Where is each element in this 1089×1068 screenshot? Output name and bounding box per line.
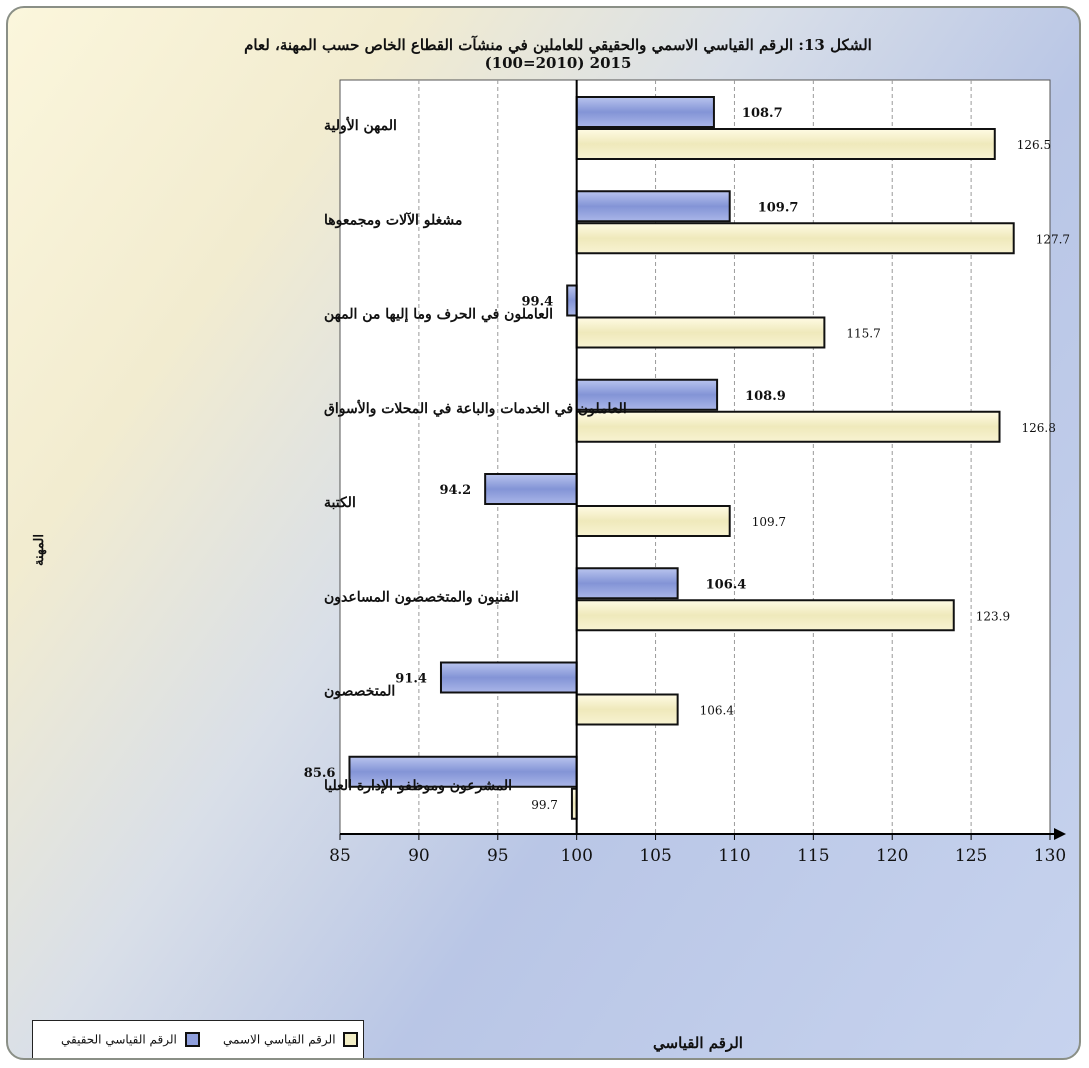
- axes: 85 90 95 100 105 110 115 120 125 130 المهن الأولية…: [324, 80, 1066, 866]
- data-label-real: 106.4: [706, 577, 747, 592]
- bar-nominal: [575, 599, 955, 632]
- data-label-nominal: 123.9: [976, 609, 1010, 623]
- bar-real: [575, 96, 715, 128]
- category-label: العاملون في الحرف وما إليها من المهن: [324, 307, 553, 324]
- data-label-nominal: 109.7: [752, 515, 786, 529]
- data-label-real: 85.6: [304, 766, 336, 781]
- data-label-real: 94.2: [439, 483, 471, 498]
- category-label: الكتبة: [324, 495, 356, 511]
- data-label-nominal: 99.7: [531, 798, 558, 812]
- legend-label-real: الرقم القياسي الحقيقي: [61, 1032, 177, 1047]
- bar-nominal: [575, 410, 1001, 443]
- x-tick-label: 105: [639, 846, 671, 866]
- category-label: الفنيون والمتخصصون المساعدون: [324, 589, 519, 605]
- bar-real: [566, 284, 578, 317]
- legend-item-real: الرقم القياسي الحقيقي: [61, 1032, 200, 1047]
- legend-label-nominal: الرقم القياسي الاسمي: [223, 1032, 336, 1047]
- x-tick-label: 110: [718, 846, 750, 866]
- bar-real: [348, 755, 578, 788]
- bar-real: [484, 473, 578, 505]
- y-axis-title: المهنة: [32, 534, 47, 566]
- bar-real: [439, 661, 578, 694]
- legend-swatch-real: [184, 1032, 200, 1047]
- category-label: المشرعون وموظفو الإدارة العليا: [324, 778, 512, 795]
- legend: الرقم القياسي الحقيقي الرقم القياسي الاس…: [32, 1020, 364, 1058]
- x-tick-label: 115: [797, 846, 829, 866]
- data-label-real: 108.7: [742, 106, 783, 121]
- legend-item-nominal: الرقم القياسي الاسمي: [223, 1032, 359, 1047]
- x-tick-label: 85: [329, 846, 351, 866]
- bar-nominal: [575, 222, 1015, 255]
- data-label-real: 109.7: [758, 200, 799, 215]
- chart-frame: 108.7 126.5 109.7 127.7 99.4 115.7 108.9 126.8 9…: [6, 6, 1081, 1060]
- data-label-real: 108.9: [745, 389, 786, 404]
- data-label-nominal: 126.5: [1017, 138, 1051, 152]
- legend-swatch-nominal: [343, 1032, 359, 1047]
- x-axis-title: الرقم القياسي: [653, 1034, 743, 1052]
- data-label-real: 91.4: [395, 672, 427, 687]
- x-tick-label: 120: [876, 846, 908, 866]
- chart-title: الشكل 13: الرقم القياسي الاسمي والحقيقي …: [244, 36, 872, 72]
- bars: 108.7 126.5 109.7 127.7 99.4 115.7 108.9 126.8 9…: [304, 96, 1070, 820]
- bar-nominal: [575, 693, 679, 726]
- x-tick-label: 125: [955, 846, 987, 866]
- x-tick-label: 130: [1034, 846, 1066, 866]
- category-label: العاملون في الخدمات والباعة في المحلات و…: [324, 399, 627, 417]
- data-label-real: 99.4: [522, 295, 554, 310]
- data-label-nominal: 115.7: [846, 327, 880, 341]
- category-label: مشغلو الآلات ومجمعوها: [324, 211, 462, 228]
- bar-real: [575, 567, 679, 600]
- data-label-nominal: 126.8: [1022, 421, 1056, 435]
- bar-nominal: [575, 128, 996, 160]
- bar-nominal: [575, 316, 826, 349]
- bar-nominal: [575, 505, 731, 537]
- data-label-nominal: 106.4: [700, 704, 735, 718]
- category-label: المتخصصون: [324, 684, 395, 700]
- x-tick-label: 95: [487, 846, 509, 866]
- x-tick-label: 90: [408, 846, 430, 866]
- chart-plot: 108.7 126.5 109.7 127.7 99.4 115.7 108.9 126.8 9…: [304, 79, 1070, 866]
- category-label: المهن الأولية: [324, 116, 397, 134]
- x-tick-label: 100: [560, 846, 592, 866]
- bar-real: [575, 190, 731, 223]
- data-label-nominal: 127.7: [1036, 232, 1070, 246]
